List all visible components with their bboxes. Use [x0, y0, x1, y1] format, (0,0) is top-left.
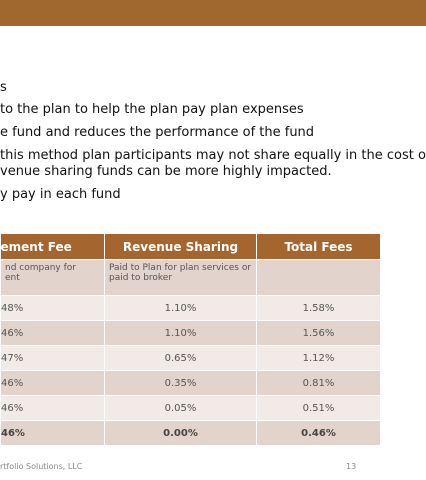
table-cell: 0.46% — [256, 420, 381, 446]
table-cell: 48% — [0, 295, 105, 321]
header-cell: Revenue Sharing — [104, 234, 257, 260]
fee-table: ement Fee Revenue Sharing Total Fees nd … — [0, 234, 381, 446]
bullet-text: s — [0, 80, 7, 95]
table-cell: 1.10% — [104, 295, 257, 321]
table-cell: 1.56% — [256, 320, 381, 346]
footer-source: rtfolio Solutions, LLC — [0, 462, 83, 471]
bullet-text: this method plan participants may not sh… — [0, 148, 426, 163]
table-cell: 47% — [0, 345, 105, 371]
table-row: 47% 0.65% 1.12% — [0, 345, 381, 371]
table-cell: 0.51% — [256, 395, 381, 421]
header-cell: ement Fee — [0, 234, 105, 260]
table-cell: 0.81% — [256, 370, 381, 396]
table-cell: 0.35% — [104, 370, 257, 396]
bullet-text: e fund and reduces the performance of th… — [0, 125, 315, 140]
table-cell: 0.05% — [104, 395, 257, 421]
bullet-text: to the plan to help the plan pay plan ex… — [0, 102, 304, 117]
table-row: 46% 0.35% 0.81% — [0, 370, 381, 396]
header-bar — [0, 0, 426, 26]
table-cell: Paid to Plan for plan services or paid t… — [104, 259, 257, 296]
table-row: nd company for ent Paid to Plan for plan … — [0, 259, 381, 296]
table-cell: 0.00% — [104, 420, 257, 446]
table-cell: 1.58% — [256, 295, 381, 321]
table-row: 46% 1.10% 1.56% — [0, 320, 381, 346]
header-cell: Total Fees — [256, 234, 381, 260]
table-cell: 46% — [0, 370, 105, 396]
table-cell: 0.65% — [104, 345, 257, 371]
table-row: 46% 0.05% 0.51% — [0, 395, 381, 421]
table-cell — [256, 259, 381, 296]
table-cell: 46% — [0, 420, 105, 446]
table-row: 48% 1.10% 1.58% — [0, 295, 381, 321]
table-cell: 46% — [0, 395, 105, 421]
table-row: 46% 0.00% 0.46% — [0, 420, 381, 446]
page-number: 13 — [346, 462, 357, 471]
table-cell: 1.10% — [104, 320, 257, 346]
table-cell: nd company for ent — [0, 259, 105, 296]
header-row: ement Fee Revenue Sharing Total Fees — [0, 234, 381, 260]
bullet-text: y pay in each fund — [0, 187, 121, 202]
bullet-text: venue sharing funds can be more highly i… — [0, 164, 332, 179]
table-cell: 1.12% — [256, 345, 381, 371]
table-cell: 46% — [0, 320, 105, 346]
